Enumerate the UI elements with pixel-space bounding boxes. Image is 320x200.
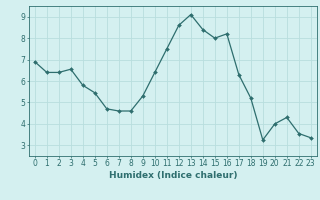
X-axis label: Humidex (Indice chaleur): Humidex (Indice chaleur) [108, 171, 237, 180]
